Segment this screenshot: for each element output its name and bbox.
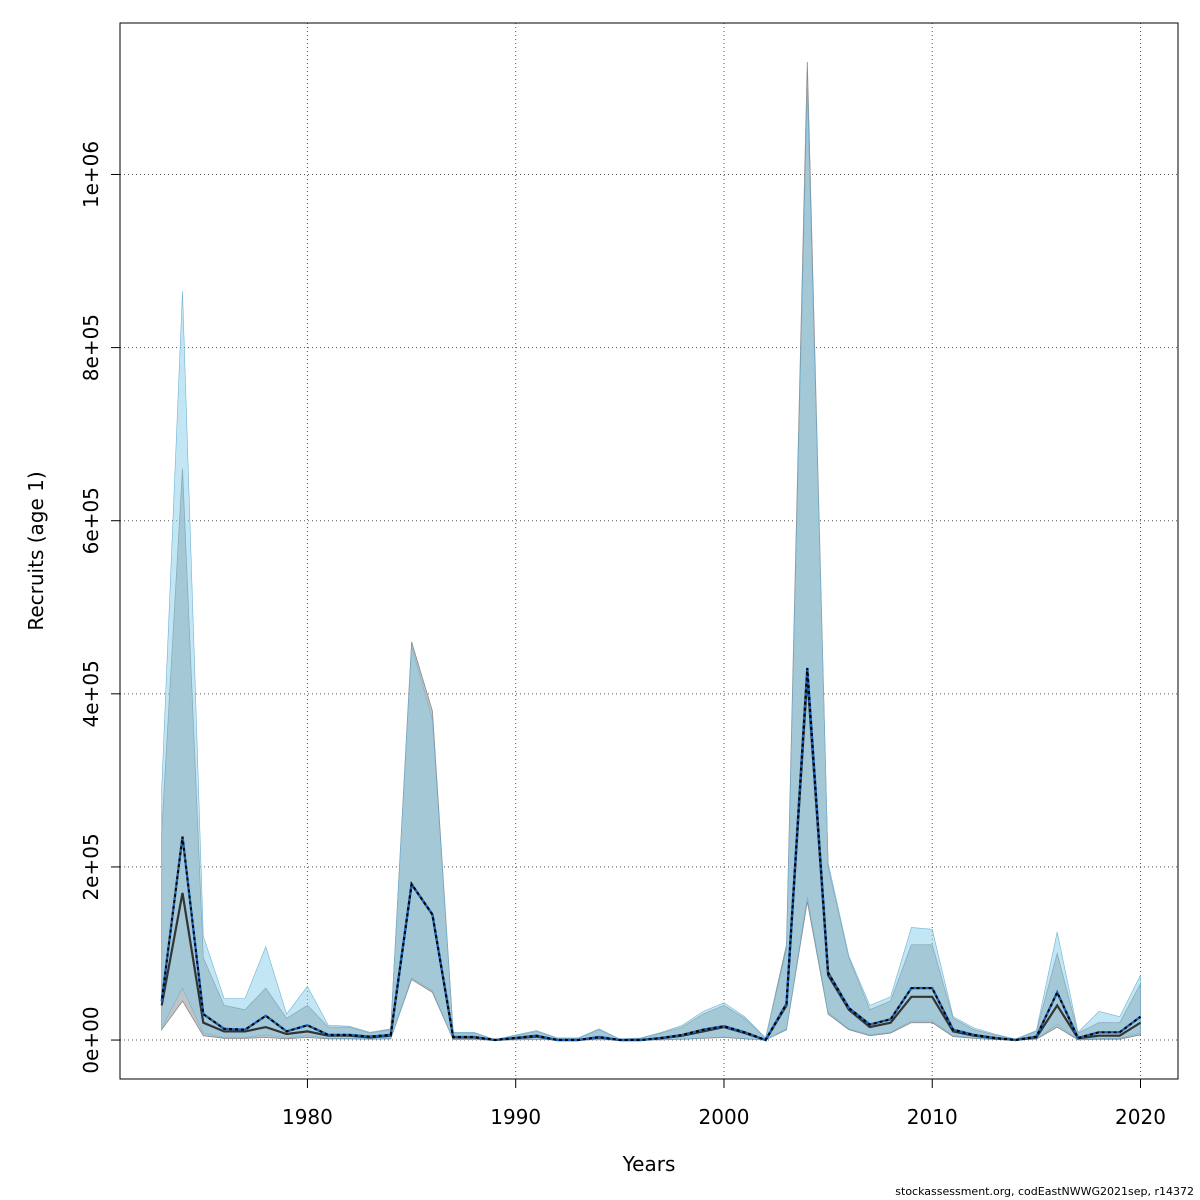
x-axis: 1980 1990 2000 2010 2020 [282, 1079, 1166, 1129]
y-tick-label: 0e+00 [79, 1006, 103, 1073]
y-tick-label: 2e+05 [79, 833, 103, 900]
confidence-bands [161, 61, 1141, 1041]
source-footnote: stockassessment.org, codEastNWWG2021sep,… [895, 1185, 1194, 1198]
y-tick-label: 6e+05 [79, 487, 103, 554]
y-axis-title: Recruits (age 1) [24, 471, 48, 630]
x-tick-label: 1990 [490, 1105, 541, 1129]
x-tick-label: 2020 [1115, 1105, 1166, 1129]
y-axis: 0e+00 2e+05 4e+05 6e+05 8e+05 1e+06 [79, 141, 120, 1074]
band-solid-series [161, 61, 1141, 1041]
dotted-estimate-line [160, 667, 1142, 1042]
estimate-lines [160, 667, 1142, 1042]
y-tick-label: 4e+05 [79, 660, 103, 727]
y-tick-label: 8e+05 [79, 314, 103, 381]
x-tick-label: 2000 [699, 1105, 750, 1129]
x-tick-label: 2010 [907, 1105, 958, 1129]
grid-lines [120, 23, 1178, 1079]
solid-estimate-line [160, 676, 1142, 1042]
plot-frame [119, 22, 1179, 1080]
dotted-estimate-line-accent [160, 667, 1142, 1042]
band-dotted-series [161, 87, 1141, 1041]
x-axis-title: Years [622, 1152, 676, 1176]
x-tick-label: 1980 [282, 1105, 333, 1129]
y-tick-label: 1e+06 [79, 141, 103, 208]
